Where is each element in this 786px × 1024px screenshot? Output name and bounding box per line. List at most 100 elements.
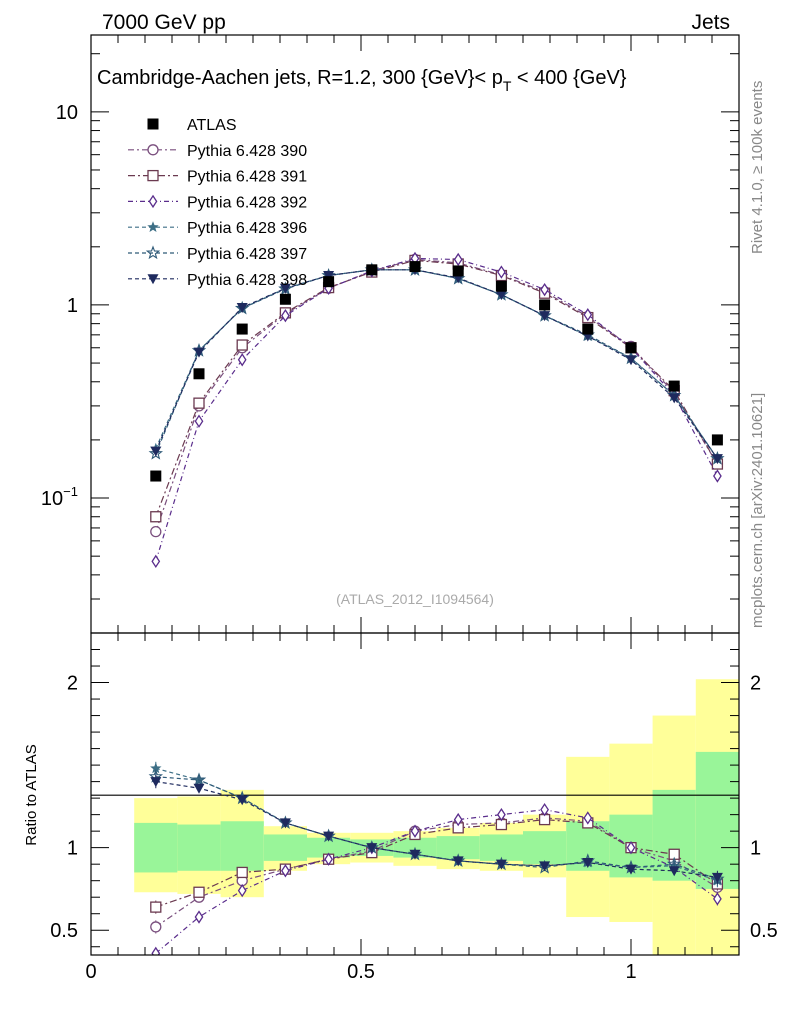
ratio-y-axis-label: Ratio to ATLAS [23, 744, 40, 845]
ratio-point-p391 [193, 886, 205, 898]
ratio-point-p398 [539, 861, 551, 872]
main-line-p398 [155, 269, 718, 459]
ratio-y-tick-label-right: 2 [750, 673, 761, 695]
main-point-p398 [150, 446, 162, 457]
ratio-y-tick-label-left: 0.5 [50, 920, 78, 942]
ratio-y-tick-label-right: 1 [750, 838, 761, 860]
main-line-p391 [155, 259, 718, 517]
ratio-axis-ticks [90, 633, 740, 955]
analysis-watermark: (ATLAS_2012_I1094564) [336, 591, 494, 607]
main-point-p398 [711, 454, 723, 465]
main-plot-title: Cambridge-Aachen jets, R=1.2, 300 {GeV}<… [97, 67, 627, 94]
ratio-band-inner [436, 836, 480, 860]
plot-title-tail: < 400 {GeV} [511, 67, 626, 89]
legend-marker-p398 [147, 274, 159, 285]
main-y-tick-label: 10 [56, 102, 78, 124]
ratio-point-p392 [713, 892, 722, 906]
ratio-point-p398 [452, 856, 464, 867]
ratio-band-inner [134, 822, 178, 873]
ratio-band-inner [307, 837, 351, 858]
legend-marker-p392 [148, 194, 158, 209]
legend-label-p390: Pythia 6.428 390 [187, 143, 307, 160]
ratio-point-p392 [583, 811, 593, 825]
main-line-p390 [155, 258, 718, 532]
legend-marker-data [147, 118, 159, 130]
ratio-point-p392 [237, 883, 247, 898]
legend-marker-p390 [147, 144, 159, 156]
ratio-band-inner [695, 751, 739, 889]
plot-title-main: Cambridge-Aachen jets, R=1.2, 300 {GeV}<… [97, 67, 503, 89]
main-point-p392 [194, 414, 204, 428]
ratio-point-p398 [495, 859, 507, 870]
ratio-point-p392 [324, 852, 333, 866]
legend: ATLAS Pythia 6.428 390 Pythia 6.428 391 Pyt… [128, 117, 307, 289]
ratio-point-p398 [625, 864, 637, 875]
main-point-p392 [540, 282, 549, 297]
main-y-tick-label: 10−1 [41, 484, 78, 510]
ratio-x-tick-label: 0 [85, 961, 96, 983]
main-point-data [625, 342, 637, 354]
ratio-point-p392 [410, 824, 420, 838]
header-left: 7000 GeV pp [102, 11, 226, 34]
ratio-line-p391 [155, 818, 718, 908]
header-right: Jets [691, 11, 730, 34]
ratio-band-inner [479, 834, 523, 861]
ratio-point-p396 [150, 762, 162, 774]
main-point-data [452, 265, 464, 277]
ratio-point-p392 [453, 812, 463, 827]
main-point-p392 [497, 265, 506, 279]
main-y-tick-base: 1 [67, 295, 78, 317]
main-point-p398 [668, 393, 680, 404]
ratio-point-p398 [711, 872, 723, 883]
rivet-label: Rivet 4.1.0, ≥ 100k events [749, 81, 766, 254]
ratio-point-p398 [668, 866, 680, 877]
main-y-tick-base: 10 [41, 488, 63, 510]
ratio-y-tick-label-left: 2 [67, 673, 78, 695]
main-point-data [193, 368, 205, 380]
legend-label-p391: Pythia 6.428 391 [187, 169, 307, 186]
main-point-data [323, 276, 335, 288]
ratio-point-p392 [497, 807, 506, 822]
ratio-band-inner [177, 824, 221, 871]
ratio-panel: 0.5 0.5 1 1 2 2 0 0.5 1 Ratio to ATLAS [23, 632, 778, 983]
ratio-x-tick-label: 0.5 [347, 961, 375, 983]
ratio-line-p397 [155, 776, 718, 880]
ratio-point-p398 [366, 843, 378, 854]
main-point-p398 [323, 271, 335, 282]
ratio-band-inner [263, 834, 307, 861]
main-y-tick-base: 10 [56, 102, 78, 124]
main-point-data [236, 323, 248, 335]
ratio-x-tick-label: 1 [625, 961, 636, 983]
main-point-p398 [193, 347, 205, 358]
main-point-data [539, 299, 551, 311]
ratio-uncertainty-bands [134, 679, 739, 955]
main-point-p398 [539, 311, 551, 322]
ratio-line-p392 [155, 809, 718, 954]
main-point-data [711, 434, 723, 446]
main-point-p392 [237, 353, 247, 367]
main-point-p392 [151, 554, 161, 569]
main-point-p398 [495, 290, 507, 301]
main-y-tick-exponent: −1 [63, 484, 78, 499]
main-point-p391 [193, 397, 205, 409]
ratio-series-group [148, 761, 725, 955]
ratio-point-p392 [626, 840, 636, 855]
ratio-point-p392 [151, 946, 161, 955]
legend-label-p392: Pythia 6.428 392 [187, 194, 307, 211]
main-point-p398 [236, 302, 248, 313]
main-point-p392 [583, 308, 593, 322]
main-point-p392 [453, 252, 463, 267]
ratio-point-p392 [540, 803, 549, 817]
ratio-point-p398 [582, 858, 594, 869]
main-point-data [495, 280, 507, 292]
legend-label-p396: Pythia 6.428 396 [187, 220, 307, 237]
main-point-data [668, 380, 680, 392]
main-point-p391 [150, 511, 162, 523]
legend-label-p397: Pythia 6.428 397 [187, 246, 307, 263]
ratio-point-p398 [323, 831, 335, 842]
legend-label-data: ATLAS [187, 117, 237, 134]
ratio-point-p398 [150, 777, 162, 788]
ratio-point-p398 [193, 783, 205, 794]
